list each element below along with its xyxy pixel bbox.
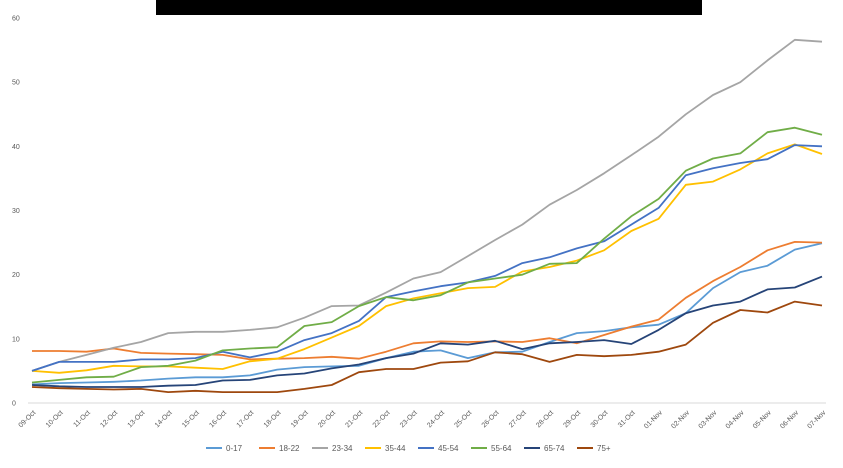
series-line-18-22 <box>32 240 823 361</box>
x-tick-label: 14-Oct <box>154 409 174 429</box>
x-tick-label: 02-Nov <box>670 409 691 430</box>
x-tick-label: 30-Oct <box>590 409 610 429</box>
x-tick-label: 28-Oct <box>535 409 555 429</box>
legend-label: 65-74 <box>544 444 565 453</box>
redacted-title-bar <box>156 0 702 15</box>
x-tick-label: 12-Oct <box>99 409 119 429</box>
x-tick-label: 25-Oct <box>453 409 473 429</box>
x-tick-label: 27-Oct <box>508 409 528 429</box>
x-tick-label: 06-Nov <box>779 409 800 430</box>
legend-label: 23-34 <box>332 444 353 453</box>
legend-label: 45-54 <box>438 444 459 453</box>
series-line-23-34 <box>31 38 823 372</box>
legend-label: 0-17 <box>226 444 243 453</box>
x-tick-label: 26-Oct <box>481 409 501 429</box>
y-tick-label: 50 <box>12 80 20 87</box>
x-tick-label: 07-Nov <box>806 409 827 430</box>
x-tick-label: 20-Oct <box>317 409 337 429</box>
x-tick-label: 18-Oct <box>263 409 283 429</box>
y-tick-label: 30 <box>12 208 20 215</box>
y-tick-label: 10 <box>12 336 20 343</box>
series-line-55-64 <box>31 126 823 384</box>
x-tick-label: 01-Nov <box>643 409 664 430</box>
x-tick-label: 10-Oct <box>45 409 65 429</box>
series-line-0-17 <box>31 242 823 386</box>
legend-label: 35-44 <box>385 444 406 453</box>
x-tick-label: 21-Oct <box>345 409 365 429</box>
x-tick-label: 22-Oct <box>372 409 392 429</box>
x-tick-label: 19-Oct <box>290 409 310 429</box>
x-axis: 09-Oct 10-Oct 11-Oct 12-Oct 13-Oct 14-Oct 15-O… <box>18 402 828 430</box>
x-tick-label: 31-Oct <box>617 409 637 429</box>
legend: 0-17 18-22 23-34 35-44 45-54 55-64 65-74 75+ <box>206 444 611 453</box>
x-tick-label: 24-Oct <box>426 409 446 429</box>
y-axis: 0 10 20 30 40 50 60 <box>12 16 20 408</box>
series-line-45-54 <box>31 144 823 372</box>
x-tick-label: 29-Oct <box>562 409 582 429</box>
series-layer <box>31 38 823 394</box>
x-tick-label: 15-Oct <box>181 409 201 429</box>
legend-label: 18-22 <box>279 444 300 453</box>
series-line-75plus <box>31 300 823 394</box>
legend-label: 55-64 <box>491 444 512 453</box>
x-tick-label: 16-Oct <box>208 409 228 429</box>
x-tick-label: 04-Nov <box>725 409 746 430</box>
x-tick-label: 11-Oct <box>72 409 91 428</box>
y-tick-label: 60 <box>12 16 20 23</box>
x-tick-label: 23-Oct <box>399 409 419 429</box>
y-tick-label: 20 <box>12 272 20 279</box>
x-tick-label: 09-Oct <box>18 409 38 429</box>
x-tick-label: 05-Nov <box>752 409 773 430</box>
x-tick-label: 17-Oct <box>236 409 256 429</box>
y-tick-label: 40 <box>12 144 20 151</box>
x-tick-label: 13-Oct <box>127 409 147 429</box>
series-line-65-74 <box>31 275 823 388</box>
x-tick-label: 03-Nov <box>698 409 719 430</box>
y-tick-label: 0 <box>12 401 16 408</box>
legend-label: 75+ <box>597 444 611 453</box>
